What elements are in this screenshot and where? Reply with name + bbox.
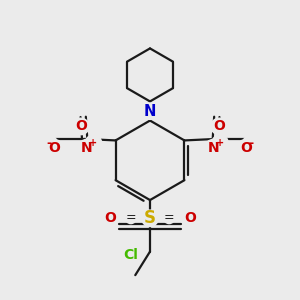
Text: O: O — [104, 211, 116, 225]
Text: O: O — [240, 141, 252, 154]
Text: N: N — [208, 141, 219, 154]
Text: -: - — [46, 137, 52, 150]
Circle shape — [212, 135, 228, 152]
Text: +: + — [89, 138, 98, 148]
Text: O: O — [75, 119, 87, 134]
Circle shape — [85, 135, 102, 152]
Text: =: = — [125, 211, 136, 224]
Circle shape — [46, 140, 63, 156]
Circle shape — [73, 118, 89, 135]
Circle shape — [126, 213, 136, 224]
Circle shape — [41, 135, 57, 152]
Text: =: = — [164, 211, 175, 224]
Circle shape — [164, 213, 174, 224]
Circle shape — [142, 210, 158, 226]
Text: -: - — [248, 137, 253, 150]
Circle shape — [211, 118, 227, 135]
Text: Cl: Cl — [123, 248, 138, 262]
Text: +: + — [216, 138, 224, 148]
Circle shape — [182, 210, 198, 226]
Circle shape — [123, 246, 139, 263]
Text: N: N — [81, 141, 92, 154]
Circle shape — [238, 140, 254, 156]
Circle shape — [142, 103, 158, 119]
Text: S: S — [144, 209, 156, 227]
Circle shape — [205, 140, 221, 156]
Circle shape — [78, 140, 95, 156]
Text: O: O — [213, 119, 225, 134]
Text: N: N — [144, 103, 156, 118]
Text: O: O — [48, 141, 60, 154]
Circle shape — [243, 135, 259, 152]
Text: O: O — [184, 211, 196, 225]
Circle shape — [102, 210, 119, 226]
